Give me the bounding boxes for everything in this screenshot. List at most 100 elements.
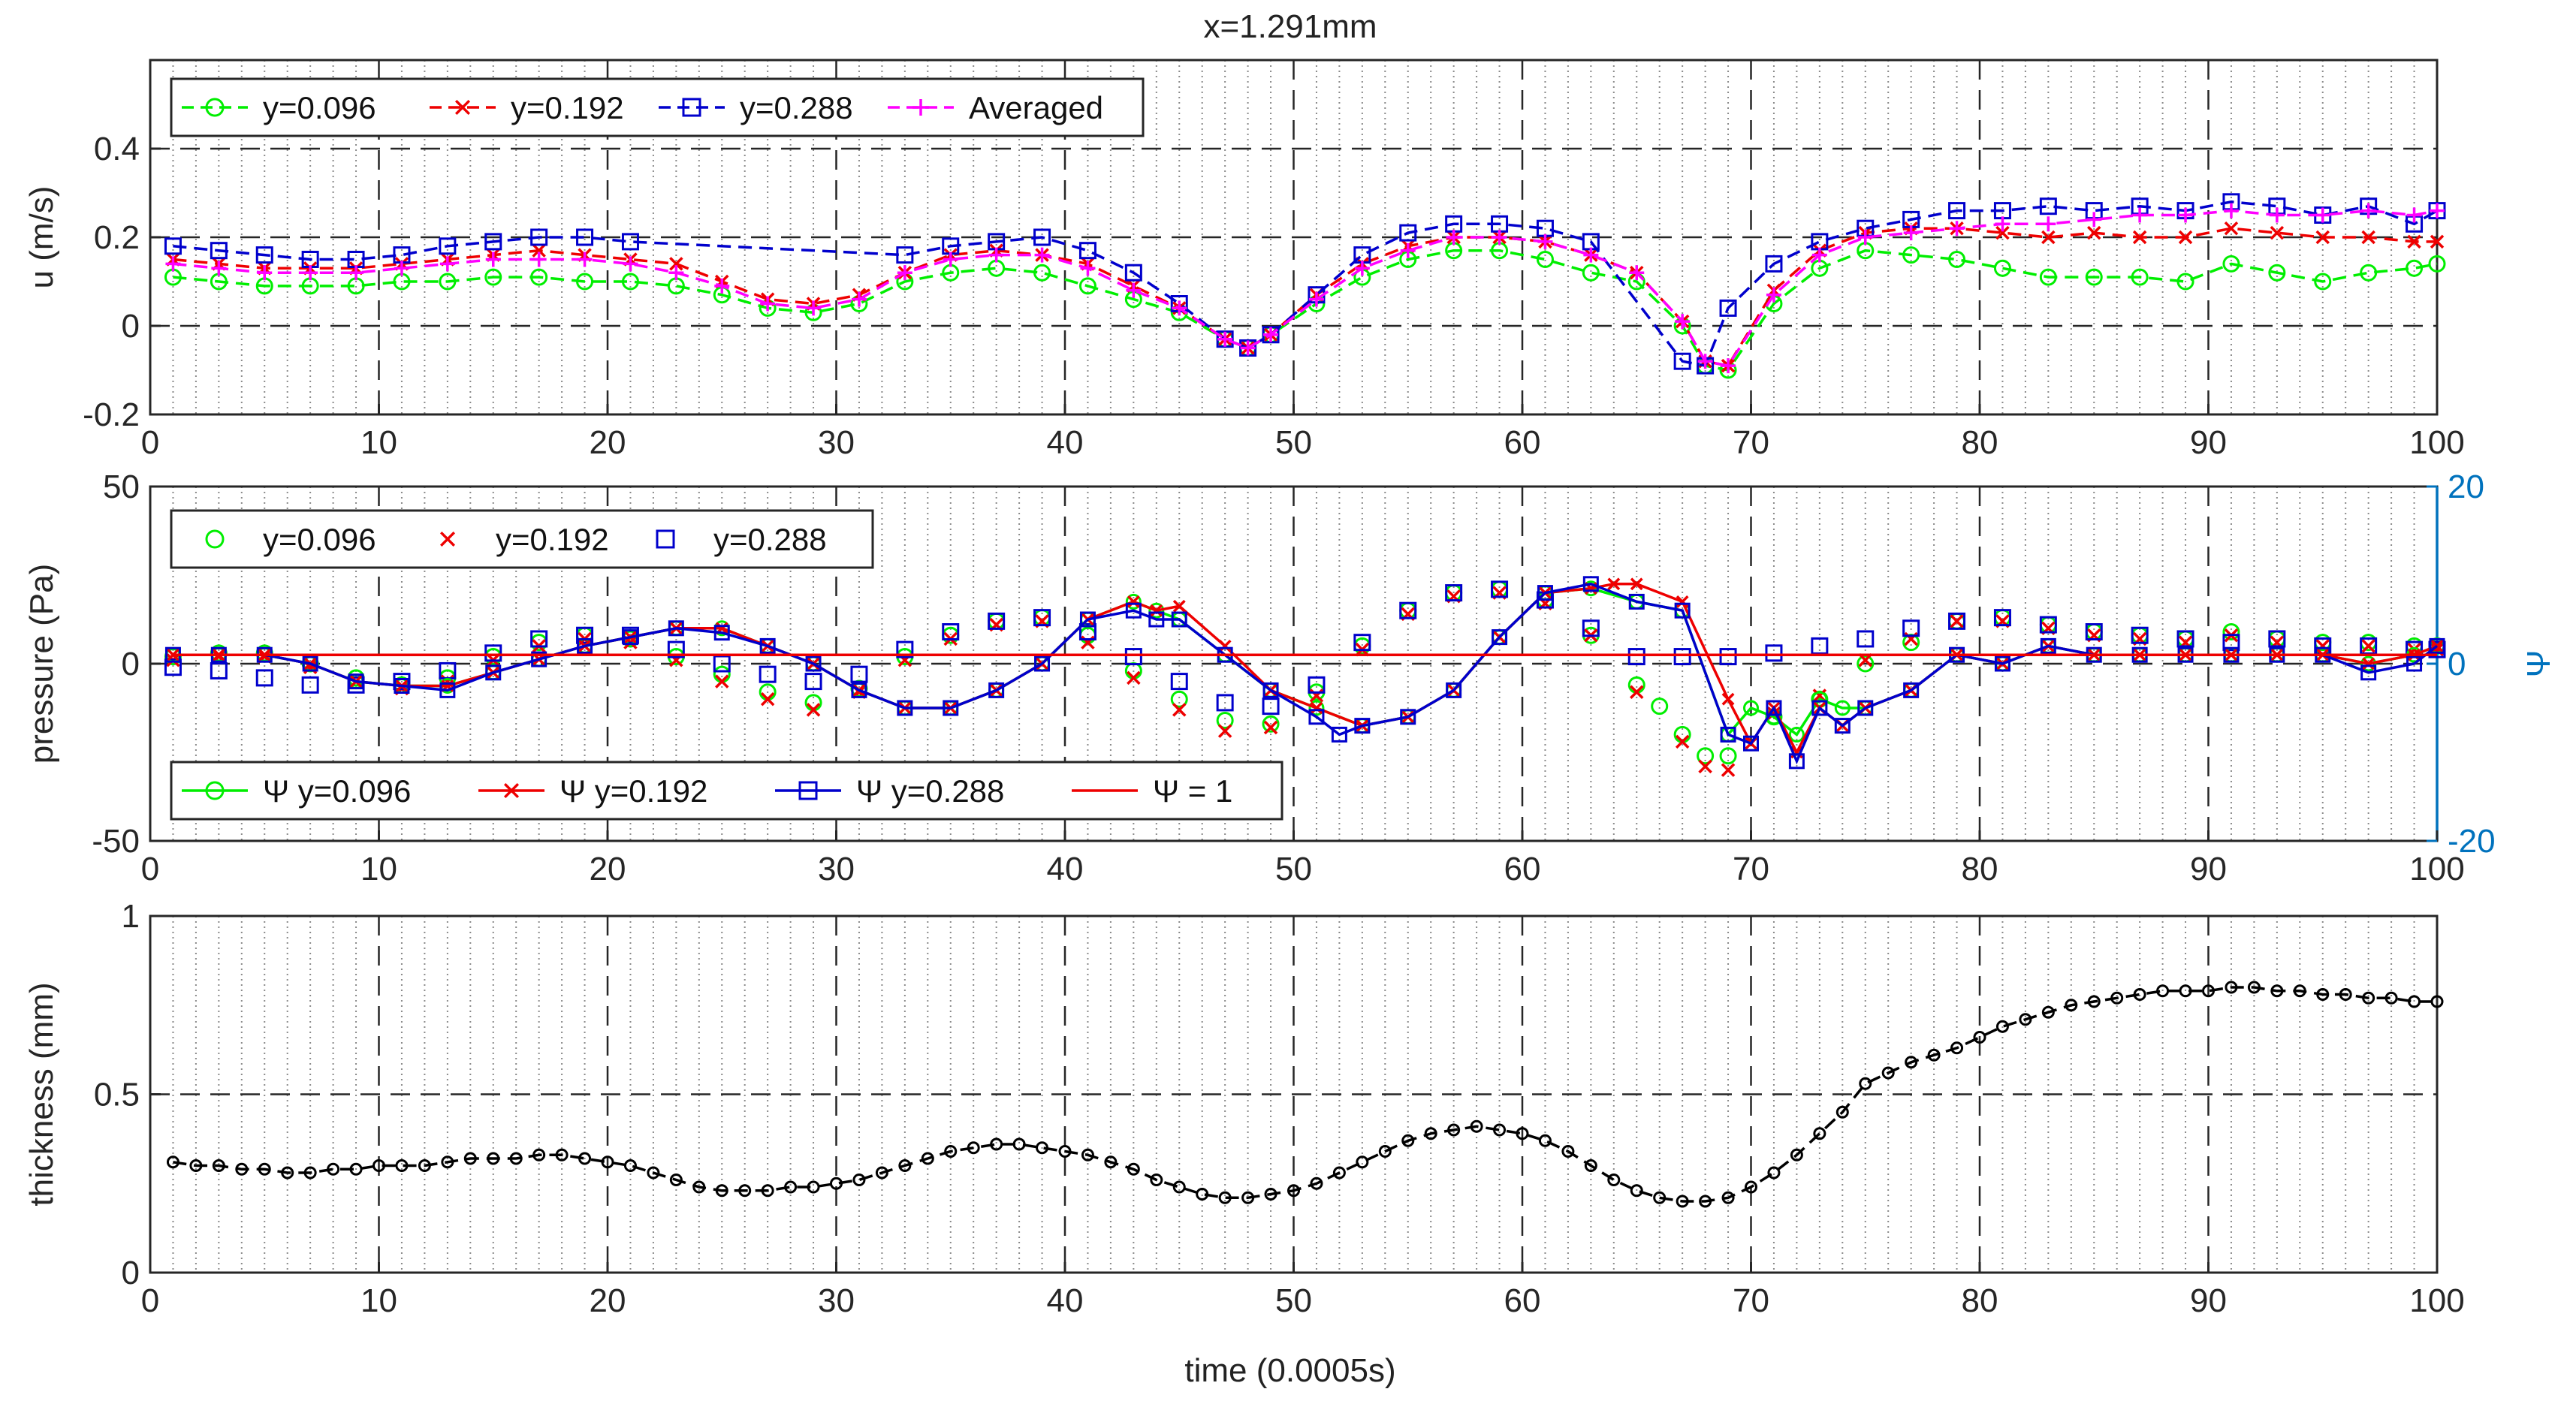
thickness-point <box>578 1152 592 1165</box>
pressure-point <box>1698 759 1712 774</box>
velocity-point <box>211 261 227 276</box>
thickness-point <box>2430 995 2444 1008</box>
x-axis-label: time (0.0005s) <box>1184 1352 1395 1389</box>
pressure-legend: y=0.096 y=0.192 y=0.288 <box>170 509 874 569</box>
pressure-x-tick-label: 80 <box>1962 851 1998 887</box>
thickness-point <box>395 1159 409 1172</box>
velocity-point <box>2224 221 2239 236</box>
thickness-point <box>1538 1134 1552 1147</box>
velocity-point <box>1126 282 1142 298</box>
velocity-point <box>2086 212 2102 227</box>
thickness-point <box>2384 991 2398 1005</box>
psi-point <box>1150 604 1163 617</box>
thickness-point <box>967 1141 980 1155</box>
thickness-point <box>258 1162 271 1176</box>
thickness-point <box>1447 1123 1461 1137</box>
thickness-point <box>1745 1180 1757 1194</box>
velocity-point <box>394 261 409 276</box>
thickness-point <box>349 1162 363 1176</box>
psi-point <box>1811 700 1828 716</box>
thickness-point <box>2316 988 2330 1001</box>
pressure-point <box>804 673 822 691</box>
psi-point <box>897 700 913 716</box>
psi-point <box>1308 709 1325 725</box>
psi-point <box>1766 700 1782 716</box>
thickness-point <box>509 1152 523 1165</box>
pressure-point <box>1078 623 1096 641</box>
velocity-point <box>210 242 228 260</box>
psi-point <box>1171 611 1187 628</box>
psi-point <box>759 637 776 654</box>
velocity-point <box>851 291 867 307</box>
psi-point <box>1607 577 1621 591</box>
psi-point <box>1834 718 1851 734</box>
velocity-point <box>1217 331 1233 347</box>
psi-point <box>1903 682 1920 698</box>
thickness-point <box>852 1174 866 1186</box>
velocity-point <box>484 233 502 251</box>
pressure-point <box>1124 648 1142 666</box>
velocity-series <box>164 193 2446 379</box>
velocity-point <box>1582 264 1600 282</box>
panels: 0 10 20 30 40 50 60 70 80 90 100-0.200.20.4u (m/s)… <box>23 59 2557 1319</box>
velocity-point <box>1766 287 1781 303</box>
psi-point <box>1628 593 1645 610</box>
pressure-point <box>1217 724 1232 738</box>
thickness-point <box>1653 1191 1667 1204</box>
velocity-legend-item: y=0.096 <box>182 90 376 125</box>
velocity-point <box>1536 251 1554 268</box>
pressure-point <box>715 674 729 688</box>
thickness-point <box>601 1155 614 1169</box>
velocity-point <box>1033 228 1051 246</box>
thickness-point <box>2270 984 2284 998</box>
psi-point <box>1262 682 1279 698</box>
thickness-point <box>1196 1188 1209 1201</box>
psi-point <box>1743 735 1759 752</box>
velocity-point <box>255 246 273 264</box>
pressure-point <box>530 630 548 648</box>
thickness-point <box>1699 1195 1712 1208</box>
thickness-point <box>2202 984 2215 998</box>
psi-point <box>1674 602 1691 619</box>
pressure-point <box>1399 601 1417 619</box>
pressure-x-tick-label: 30 <box>818 851 855 887</box>
velocity-point <box>1903 225 1919 241</box>
thickness-point <box>1973 1031 1986 1044</box>
pressure-point <box>806 703 821 717</box>
thickness-point <box>1241 1191 1255 1204</box>
pressure-point <box>1263 720 1278 735</box>
thickness-point <box>166 1155 179 1169</box>
pressure-point <box>1811 637 1829 655</box>
pressure-point <box>1353 634 1371 652</box>
thickness-point <box>1927 1048 1941 1062</box>
velocity-point <box>1124 264 1142 282</box>
pressure-point <box>255 669 273 687</box>
velocity-point <box>1948 251 1966 268</box>
velocity-point <box>621 273 639 291</box>
pressure-legend-item: y=0.096 <box>205 522 376 557</box>
velocity-point <box>2178 230 2193 245</box>
thickness-point <box>1401 1134 1415 1147</box>
pressure-point <box>1127 670 1141 685</box>
psi-point <box>1720 726 1736 743</box>
psi-point <box>851 682 867 698</box>
pressure-point <box>2176 630 2194 648</box>
thickness-point <box>1058 1145 1072 1158</box>
thickness-point <box>1950 1041 1964 1055</box>
velocity-y-tick-label: 0.4 <box>94 131 140 167</box>
thickness-point <box>1561 1145 1575 1158</box>
velocity-point <box>303 265 318 281</box>
psi-legend-label: Ψ y=0.096 <box>263 773 411 809</box>
psi-legend-marker-sample <box>503 782 520 799</box>
thickness-point <box>235 1162 249 1176</box>
psi-point <box>805 655 822 672</box>
pressure-y-tick-label: 0 <box>122 646 140 682</box>
thickness-point <box>692 1180 706 1194</box>
velocity-point <box>2176 273 2194 291</box>
pressure-legend-marker-sample <box>439 531 456 547</box>
velocity-legend-item: y=0.192 <box>430 90 624 125</box>
thickness-point <box>1150 1174 1163 1186</box>
velocity-point <box>2314 273 2332 291</box>
pressure-point <box>2131 626 2149 644</box>
psi-point <box>1310 701 1323 715</box>
